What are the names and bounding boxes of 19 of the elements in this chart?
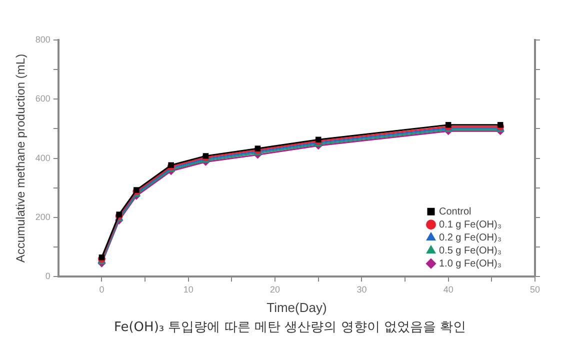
x-tick-label: 0 bbox=[99, 284, 104, 294]
y-axis-title: Accumulative methane production (mL) bbox=[14, 54, 28, 263]
x-tick-label: 10 bbox=[183, 284, 194, 294]
legend-label: 1.0 g Fe(OH)₃ bbox=[439, 258, 502, 270]
x-tick-label: 30 bbox=[356, 284, 367, 294]
legend-label: Control bbox=[439, 206, 472, 218]
y-tick-label: 0 bbox=[45, 271, 50, 282]
legend-label: 0.1 g Fe(OH)₃ bbox=[439, 219, 502, 230]
y-tick-label: 400 bbox=[35, 152, 50, 163]
x-tick-label: 50 bbox=[530, 284, 540, 294]
legend-label: 0.2 g Fe(OH)₃ bbox=[439, 232, 502, 244]
y-tick-label: 200 bbox=[35, 212, 50, 222]
y-tick-label: 800 bbox=[35, 34, 50, 44]
legend-label: 0.5 g Fe(OH)₃ bbox=[439, 245, 502, 256]
x-axis-title: Time(Day) bbox=[266, 300, 327, 315]
x-tick-label: 20 bbox=[270, 284, 280, 294]
y-tick-label: 600 bbox=[35, 94, 50, 104]
text: Fe(OH)₃ 투입량에 따른 메탄 생산량의 영향이 없었음을 확인 bbox=[112, 319, 468, 336]
x-tick-label: 40 bbox=[443, 284, 454, 294]
